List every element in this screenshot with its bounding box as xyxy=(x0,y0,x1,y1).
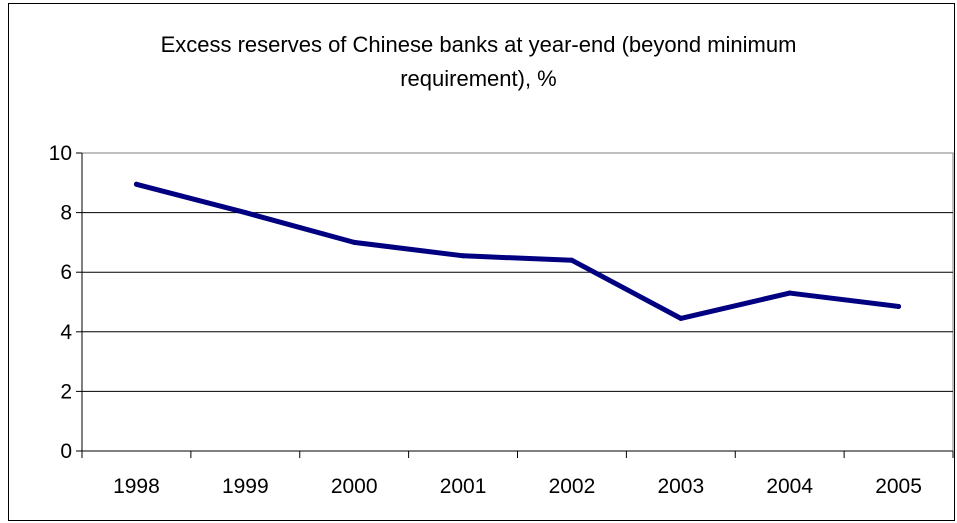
chart-title-line-1: Excess reserves of Chinese banks at year… xyxy=(160,32,797,57)
x-tick-label: 2004 xyxy=(766,475,813,498)
data-point xyxy=(242,210,248,216)
x-tick-label: 2002 xyxy=(549,475,596,498)
data-point xyxy=(896,303,902,309)
chart-title-line-2: requirement), % xyxy=(400,66,557,91)
x-tick-label: 2000 xyxy=(331,475,378,498)
data-point xyxy=(569,257,575,263)
chart-title: Excess reserves of Chinese banks at year… xyxy=(0,28,957,96)
gridlines xyxy=(82,212,953,392)
y-tick-label: 10 xyxy=(49,142,72,165)
x-tick-label: 2005 xyxy=(875,475,922,498)
x-tick-label: 1998 xyxy=(113,475,160,498)
y-tick-label: 2 xyxy=(60,380,72,403)
plot-area xyxy=(81,152,954,452)
data-point xyxy=(787,290,793,296)
data-point xyxy=(351,239,357,245)
y-tick-label: 0 xyxy=(60,440,72,463)
y-axis: 0 2 4 6 8 10 xyxy=(49,142,83,463)
series-layer xyxy=(133,181,902,321)
data-point xyxy=(133,181,139,187)
y-tick-label: 6 xyxy=(60,261,72,284)
data-point xyxy=(460,253,466,259)
series-line xyxy=(133,181,902,321)
data-point xyxy=(678,315,684,321)
x-tick-label: 1999 xyxy=(222,475,269,498)
y-tick-label: 4 xyxy=(60,321,72,344)
x-tick-label: 2001 xyxy=(440,475,487,498)
y-tick-label: 8 xyxy=(60,202,72,225)
x-axis: 1998 1999 2000 2001 2002 2003 2004 2005 xyxy=(81,450,954,498)
x-tick-label: 2003 xyxy=(657,475,704,498)
